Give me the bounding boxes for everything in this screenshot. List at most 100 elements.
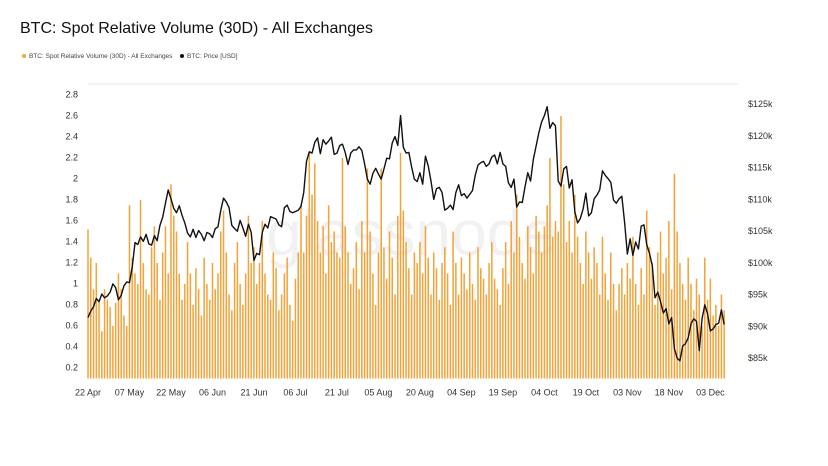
- x-tick-label: 19 Sep: [489, 387, 518, 397]
- bar: [258, 263, 261, 379]
- bar: [128, 205, 131, 379]
- bar: [535, 215, 537, 379]
- bar: [242, 305, 244, 379]
- bar: [574, 194, 576, 379]
- bar: [471, 284, 474, 379]
- bar: [294, 278, 297, 379]
- bar: [408, 268, 410, 379]
- y-tick-label: 1: [73, 278, 78, 288]
- bar: [424, 226, 427, 379]
- x-tick-label: 04 Sep: [447, 387, 476, 397]
- bar: [167, 273, 169, 379]
- bar: [684, 299, 687, 379]
- bar: [502, 268, 504, 379]
- bar: [109, 307, 111, 379]
- y2-tick-label: $100k: [748, 258, 773, 268]
- bar: [706, 299, 709, 379]
- bar: [330, 242, 333, 379]
- bar: [322, 226, 324, 379]
- bar: [112, 326, 114, 379]
- bar: [692, 310, 695, 379]
- bar: [253, 247, 255, 379]
- bar: [446, 273, 449, 379]
- bar: [267, 294, 269, 379]
- bar: [554, 221, 557, 379]
- y-tick-label: 2.2: [65, 152, 78, 162]
- bar: [236, 242, 239, 379]
- bar: [289, 305, 291, 379]
- bar: [455, 263, 457, 379]
- bar: [540, 252, 543, 379]
- bar: [244, 273, 247, 379]
- bar: [587, 252, 590, 379]
- legend-label: BTC: Spot Relative Volume (30D) - All Ex…: [29, 53, 173, 60]
- bar: [137, 284, 139, 379]
- bar: [596, 263, 598, 379]
- bar: [358, 289, 360, 379]
- bar: [590, 278, 593, 379]
- bar: [114, 302, 117, 379]
- bar: [302, 252, 305, 379]
- bar: [681, 284, 684, 379]
- bar: [513, 252, 515, 379]
- bar: [195, 268, 197, 379]
- bar: [662, 273, 665, 379]
- bar: [601, 236, 604, 379]
- bar: [610, 252, 612, 379]
- bar: [131, 257, 134, 379]
- bar: [308, 152, 311, 379]
- x-tick-label: 03 Nov: [613, 387, 642, 397]
- bar: [92, 289, 95, 379]
- bar: [103, 289, 106, 379]
- bar: [197, 289, 200, 379]
- bar: [350, 284, 352, 379]
- bar: [366, 168, 369, 379]
- bar: [134, 273, 136, 379]
- bar: [444, 247, 446, 379]
- bar: [170, 184, 172, 379]
- y-tick-label: 0.6: [65, 320, 78, 330]
- bar: [477, 247, 479, 379]
- bar: [419, 242, 421, 379]
- bar: [314, 163, 316, 379]
- bar: [98, 299, 100, 379]
- bar: [593, 247, 595, 379]
- bar: [466, 289, 468, 379]
- bar: [172, 215, 175, 379]
- bar: [410, 294, 413, 379]
- y-tick-label: 1.4: [65, 236, 78, 246]
- bar: [269, 299, 272, 379]
- x-tick-label: 22 May: [156, 387, 186, 397]
- bar: [551, 236, 554, 379]
- bar: [452, 231, 454, 379]
- bar: [485, 294, 488, 379]
- x-tick-label: 06 Jun: [199, 387, 226, 397]
- bar: [159, 299, 161, 379]
- bar: [549, 158, 551, 379]
- bar: [120, 289, 122, 379]
- bar: [621, 268, 623, 379]
- bar: [125, 326, 128, 379]
- bar: [562, 184, 565, 379]
- bar: [715, 305, 717, 379]
- bar: [264, 273, 266, 379]
- bar: [142, 263, 145, 379]
- y2-tick-label: $95k: [748, 290, 768, 300]
- bar: [106, 299, 109, 379]
- x-tick-label: 05 Aug: [364, 387, 392, 397]
- bar: [338, 257, 341, 379]
- bar: [156, 263, 158, 379]
- x-tick-label: 04 Oct: [531, 387, 558, 397]
- bar: [515, 194, 518, 379]
- bar: [482, 278, 485, 379]
- bar: [228, 294, 230, 379]
- bar: [449, 305, 452, 379]
- bar: [117, 273, 120, 379]
- bar: [233, 263, 236, 379]
- y2-tick-label: $105k: [748, 226, 773, 236]
- x-tick-label: 20 Aug: [406, 387, 434, 397]
- bar: [529, 247, 532, 379]
- bar: [634, 284, 637, 379]
- bar: [698, 294, 701, 379]
